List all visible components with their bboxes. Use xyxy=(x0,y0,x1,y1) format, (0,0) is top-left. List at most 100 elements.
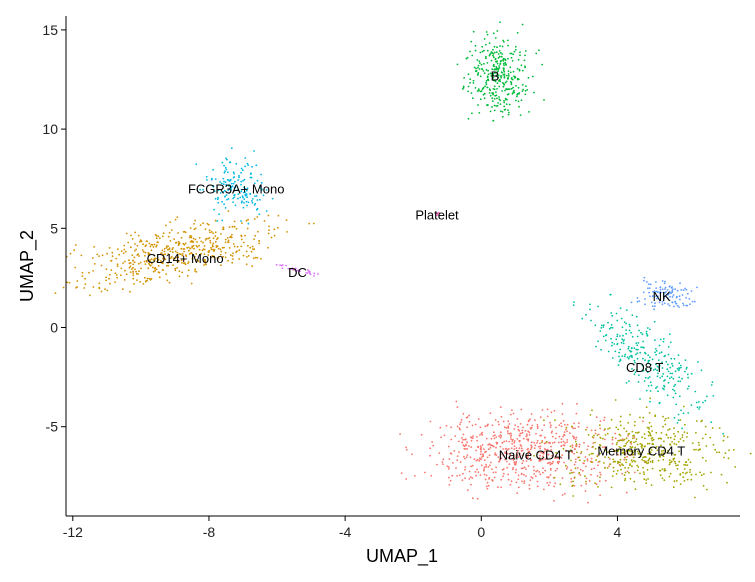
data-point xyxy=(463,445,466,448)
data-point xyxy=(167,235,170,238)
data-point xyxy=(180,236,183,239)
data-point xyxy=(667,353,670,356)
data-point xyxy=(574,467,577,470)
data-point xyxy=(223,180,225,183)
data-point xyxy=(703,473,705,475)
data-point xyxy=(485,55,487,58)
data-point xyxy=(261,188,263,191)
data-point xyxy=(220,182,223,185)
data-point xyxy=(704,433,707,436)
data-point xyxy=(645,406,648,409)
data-point xyxy=(286,231,288,233)
data-point xyxy=(155,268,158,271)
data-point xyxy=(273,228,276,231)
data-point xyxy=(602,335,605,338)
data-point xyxy=(187,261,190,263)
data-point xyxy=(527,439,530,442)
data-point xyxy=(674,392,677,395)
data-point xyxy=(137,262,140,265)
cluster-label: B xyxy=(491,69,500,84)
data-point xyxy=(181,254,184,257)
data-point xyxy=(492,54,494,57)
data-point xyxy=(511,457,514,460)
data-point xyxy=(232,197,235,200)
data-point xyxy=(466,416,469,419)
data-point xyxy=(542,455,544,458)
data-point xyxy=(136,244,139,247)
data-point xyxy=(649,381,652,384)
data-point xyxy=(285,219,288,222)
data-point xyxy=(655,445,658,448)
data-point xyxy=(500,435,503,437)
data-point xyxy=(246,162,249,165)
data-point xyxy=(120,267,123,270)
data-point xyxy=(684,359,687,361)
data-point xyxy=(681,294,684,296)
data-point xyxy=(205,263,207,266)
data-point xyxy=(695,401,698,404)
data-point xyxy=(209,241,212,244)
data-point xyxy=(438,211,440,214)
data-point xyxy=(669,366,672,369)
data-point xyxy=(146,277,149,280)
data-point xyxy=(251,165,254,168)
data-point xyxy=(501,71,504,74)
data-point xyxy=(616,469,619,472)
data-point xyxy=(130,234,132,237)
data-point xyxy=(643,380,646,382)
data-point xyxy=(624,479,626,482)
data-point xyxy=(143,276,146,279)
data-point xyxy=(587,434,590,436)
data-point xyxy=(619,348,622,351)
data-point xyxy=(108,247,111,249)
data-point xyxy=(651,295,654,298)
data-point xyxy=(535,52,538,55)
data-point xyxy=(631,465,633,468)
data-point xyxy=(669,461,671,464)
data-point xyxy=(633,373,636,376)
data-point xyxy=(524,50,527,52)
cluster-points-nk xyxy=(630,276,698,311)
data-point xyxy=(541,409,544,411)
data-point xyxy=(619,335,621,337)
data-point xyxy=(538,471,541,473)
data-point xyxy=(687,458,690,461)
data-point xyxy=(524,54,526,57)
data-point xyxy=(214,178,217,181)
data-point xyxy=(472,79,475,82)
data-point xyxy=(488,42,491,44)
data-point xyxy=(492,72,495,75)
data-point xyxy=(150,249,153,252)
data-point xyxy=(313,275,315,277)
data-point xyxy=(556,467,559,470)
data-point xyxy=(68,281,71,284)
data-point xyxy=(482,453,484,456)
data-point xyxy=(662,449,665,452)
data-point xyxy=(674,301,676,303)
data-point xyxy=(682,289,685,292)
data-point xyxy=(221,161,224,164)
data-point xyxy=(240,167,243,170)
data-point xyxy=(191,246,194,249)
data-point xyxy=(562,435,564,438)
data-point xyxy=(673,385,675,388)
data-point xyxy=(705,460,707,462)
data-point xyxy=(587,445,590,447)
data-point xyxy=(177,260,180,263)
data-point xyxy=(624,477,627,480)
data-point xyxy=(553,441,556,444)
data-point xyxy=(529,479,532,481)
data-point xyxy=(559,483,562,486)
cluster-label: Memory CD4 T xyxy=(597,444,685,459)
data-point xyxy=(464,438,466,441)
data-point xyxy=(522,69,524,72)
data-point xyxy=(679,419,682,421)
data-point xyxy=(679,380,682,383)
data-point xyxy=(573,485,576,487)
data-point xyxy=(161,269,164,271)
data-point xyxy=(661,288,664,291)
data-point xyxy=(98,287,101,290)
data-point xyxy=(501,45,504,48)
data-point xyxy=(502,468,505,470)
data-point xyxy=(495,51,498,54)
